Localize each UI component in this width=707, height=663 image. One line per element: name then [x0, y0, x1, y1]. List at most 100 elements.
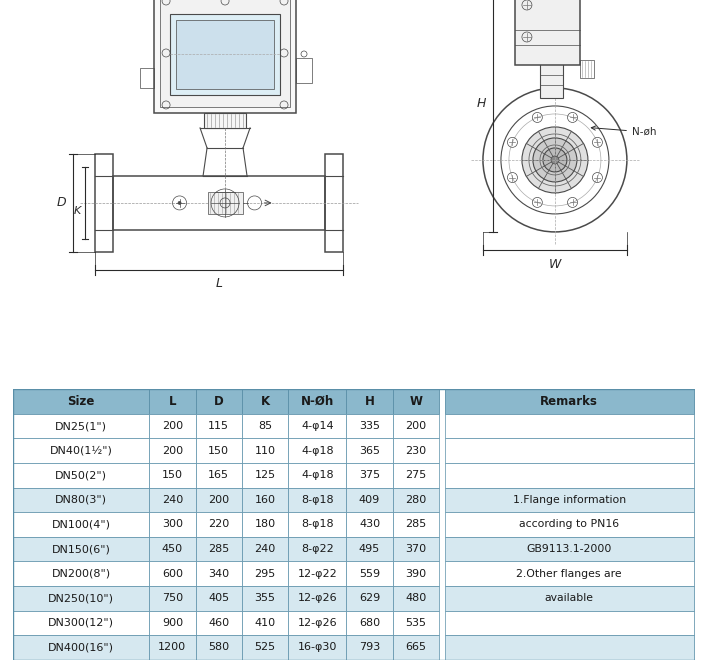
- Bar: [288, 414, 346, 438]
- Text: DN150(6"): DN150(6"): [52, 544, 110, 554]
- Bar: [445, 438, 694, 463]
- Text: 665: 665: [405, 642, 426, 652]
- Bar: [196, 438, 242, 463]
- Bar: [346, 438, 393, 463]
- Text: L: L: [216, 277, 223, 290]
- Bar: [242, 562, 288, 586]
- Text: DN100(4"): DN100(4"): [52, 519, 110, 530]
- Text: 340: 340: [208, 569, 229, 579]
- Bar: [149, 414, 196, 438]
- Bar: [95, 154, 113, 252]
- Text: 430: 430: [359, 519, 380, 530]
- Text: 220: 220: [208, 519, 229, 530]
- Bar: [393, 389, 439, 414]
- Text: 12-φ26: 12-φ26: [298, 593, 337, 603]
- Text: 365: 365: [359, 446, 380, 455]
- Bar: [13, 438, 149, 463]
- Bar: [346, 635, 393, 660]
- Bar: [346, 562, 393, 586]
- Text: D: D: [57, 196, 66, 210]
- Bar: [393, 611, 439, 635]
- Bar: [149, 537, 196, 562]
- Text: 285: 285: [208, 544, 229, 554]
- Bar: [393, 414, 439, 438]
- Bar: [154, 0, 296, 113]
- Bar: [346, 487, 393, 512]
- Bar: [515, 0, 580, 65]
- Bar: [242, 635, 288, 660]
- Bar: [346, 463, 393, 487]
- Text: DN40(1½"): DN40(1½"): [49, 446, 112, 455]
- Text: Size: Size: [67, 395, 95, 408]
- Bar: [196, 537, 242, 562]
- Text: 85: 85: [258, 421, 272, 431]
- Bar: [540, 63, 563, 98]
- Text: 335: 335: [359, 421, 380, 431]
- Text: 240: 240: [162, 495, 183, 505]
- Text: 4-φ18: 4-φ18: [301, 470, 334, 480]
- Text: 4-φ14: 4-φ14: [301, 421, 334, 431]
- Text: 180: 180: [255, 519, 276, 530]
- Bar: [204, 113, 246, 128]
- Text: 300: 300: [162, 519, 183, 530]
- Text: Remarks: Remarks: [540, 395, 598, 408]
- Bar: [13, 586, 149, 611]
- Text: 295: 295: [255, 569, 276, 579]
- Bar: [580, 60, 594, 78]
- Bar: [196, 414, 242, 438]
- Text: 495: 495: [359, 544, 380, 554]
- Text: 150: 150: [162, 470, 183, 480]
- Bar: [242, 414, 288, 438]
- Text: available: available: [544, 593, 594, 603]
- Bar: [445, 414, 694, 438]
- Text: W: W: [409, 395, 423, 408]
- Bar: [346, 537, 393, 562]
- Bar: [242, 611, 288, 635]
- Text: 793: 793: [359, 642, 380, 652]
- Bar: [288, 463, 346, 487]
- Bar: [325, 154, 343, 252]
- Bar: [13, 512, 149, 537]
- Bar: [393, 463, 439, 487]
- Text: 230: 230: [405, 446, 426, 455]
- Text: DN25(1"): DN25(1"): [55, 421, 107, 431]
- Text: DN250(10"): DN250(10"): [48, 593, 114, 603]
- Text: 629: 629: [359, 593, 380, 603]
- Bar: [296, 58, 312, 83]
- Bar: [288, 562, 346, 586]
- Bar: [242, 463, 288, 487]
- Text: according to PN16: according to PN16: [519, 519, 619, 530]
- Text: 480: 480: [405, 593, 426, 603]
- Bar: [445, 463, 694, 487]
- Bar: [288, 389, 346, 414]
- Text: DN80(3"): DN80(3"): [55, 495, 107, 505]
- Text: 580: 580: [208, 642, 229, 652]
- Circle shape: [533, 138, 577, 182]
- Text: 200: 200: [162, 421, 183, 431]
- Text: 410: 410: [255, 618, 276, 628]
- Bar: [445, 562, 694, 586]
- Bar: [149, 463, 196, 487]
- Bar: [13, 562, 149, 586]
- Text: 12-φ26: 12-φ26: [298, 618, 337, 628]
- Text: N-Øh: N-Øh: [300, 395, 334, 408]
- Text: DN200(8"): DN200(8"): [52, 569, 110, 579]
- Bar: [393, 512, 439, 537]
- Text: DN50(2"): DN50(2"): [55, 470, 107, 480]
- Bar: [288, 487, 346, 512]
- Text: 750: 750: [162, 593, 183, 603]
- Bar: [13, 487, 149, 512]
- Bar: [445, 389, 694, 414]
- Bar: [13, 414, 149, 438]
- Text: 1.Flange information: 1.Flange information: [513, 495, 626, 505]
- Text: 409: 409: [359, 495, 380, 505]
- Text: 900: 900: [162, 618, 183, 628]
- Bar: [196, 463, 242, 487]
- Bar: [242, 438, 288, 463]
- Bar: [149, 611, 196, 635]
- Text: 390: 390: [405, 569, 426, 579]
- Bar: [13, 389, 149, 414]
- Bar: [393, 586, 439, 611]
- Bar: [346, 414, 393, 438]
- Bar: [13, 537, 149, 562]
